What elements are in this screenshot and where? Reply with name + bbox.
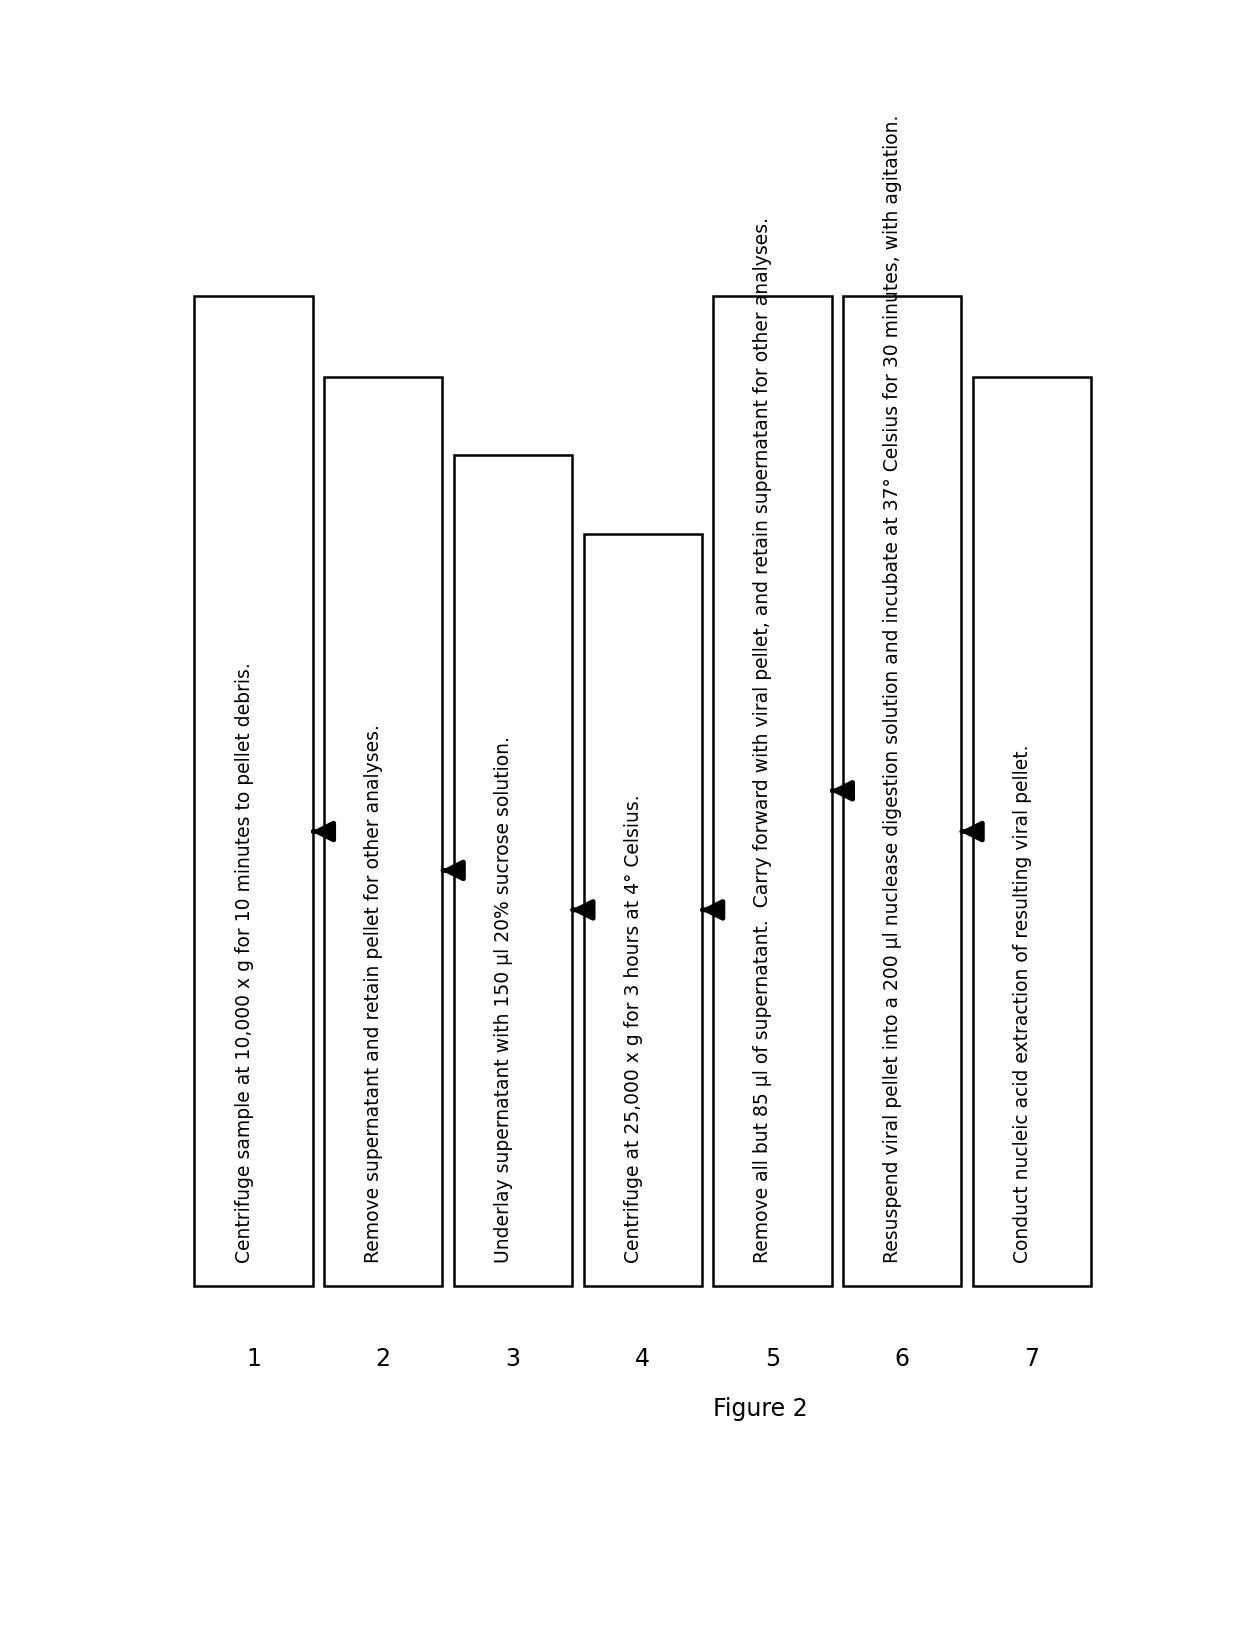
Text: Centrifuge at 25,000 x g for 3 hours at 4° Celsius.: Centrifuge at 25,000 x g for 3 hours at … [624, 794, 642, 1263]
Text: Remove supernatant and retain pellet for other analyses.: Remove supernatant and retain pellet for… [365, 724, 383, 1263]
Text: Conduct nucleic acid extraction of resulting viral pellet.: Conduct nucleic acid extraction of resul… [1013, 746, 1032, 1263]
Bar [324, 378, 443, 1286]
Bar [843, 296, 961, 1286]
Text: 5: 5 [765, 1346, 780, 1371]
Text: 4: 4 [635, 1346, 650, 1371]
Bar [584, 534, 702, 1286]
Bar [973, 378, 1091, 1286]
Text: 2: 2 [376, 1346, 391, 1371]
Text: Resuspend viral pellet into a 200 μl nuclease digestion solution and incubate at: Resuspend viral pellet into a 200 μl nuc… [883, 116, 903, 1263]
Bar [454, 454, 572, 1286]
Text: 1: 1 [246, 1346, 260, 1371]
Text: Underlay supernatant with 150 μl 20% sucrose solution.: Underlay supernatant with 150 μl 20% suc… [494, 736, 513, 1263]
Bar [195, 296, 312, 1286]
Text: 7: 7 [1024, 1346, 1039, 1371]
Bar [713, 296, 832, 1286]
Text: Figure 2: Figure 2 [713, 1397, 807, 1421]
Text: 6: 6 [895, 1346, 910, 1371]
Text: Centrifuge sample at 10,000 x g for 10 minutes to pellet debris.: Centrifuge sample at 10,000 x g for 10 m… [234, 663, 253, 1263]
Text: Remove all but 85 μl of supernatant.  Carry forward with viral pellet, and retai: Remove all but 85 μl of supernatant. Car… [754, 218, 773, 1263]
Text: 3: 3 [506, 1346, 521, 1371]
